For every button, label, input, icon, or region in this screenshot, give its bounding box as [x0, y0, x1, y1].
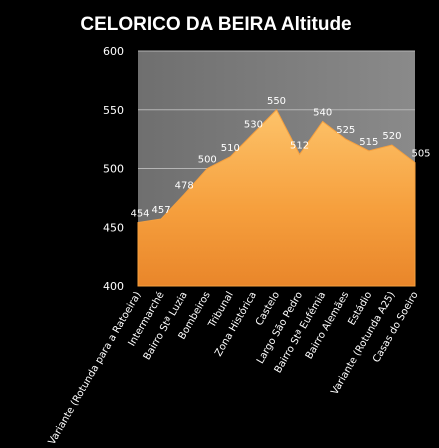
data-label: 457 — [152, 205, 171, 216]
data-label: 525 — [336, 125, 355, 136]
y-tick-label: 600 — [103, 45, 124, 58]
data-label: 512 — [290, 140, 309, 151]
x-axis-categories: Variante (Rotunda para a Ratoeira)Interm… — [47, 290, 421, 447]
data-label: 454 — [130, 209, 149, 220]
y-tick-label: 500 — [103, 163, 124, 176]
data-label: 505 — [411, 149, 430, 160]
y-tick-label: 550 — [103, 104, 124, 117]
chart-title: CELORICO DA BEIRA Altitude — [80, 14, 351, 35]
y-tick-label: 400 — [103, 280, 124, 293]
data-label: 550 — [267, 96, 286, 107]
data-label: 530 — [244, 119, 263, 130]
data-label: 500 — [198, 155, 217, 166]
data-label: 540 — [313, 108, 332, 119]
data-label: 515 — [359, 137, 378, 148]
data-label: 478 — [175, 180, 194, 191]
x-category-label: Variante (Rotunda para a Ratoeira) — [47, 290, 144, 447]
data-label: 510 — [221, 143, 240, 154]
data-labels: 454 457 478 500 510 530 550 512 540 525 515 520 505 — [130, 96, 430, 220]
y-axis-ticks: 400 450 500 550 600 — [103, 45, 124, 293]
x-category-label: Bairro Alemães — [304, 290, 351, 361]
y-tick-label: 450 — [103, 221, 124, 234]
area-series — [137, 108, 416, 287]
altitude-area — [137, 108, 416, 287]
data-label: 520 — [382, 131, 401, 142]
